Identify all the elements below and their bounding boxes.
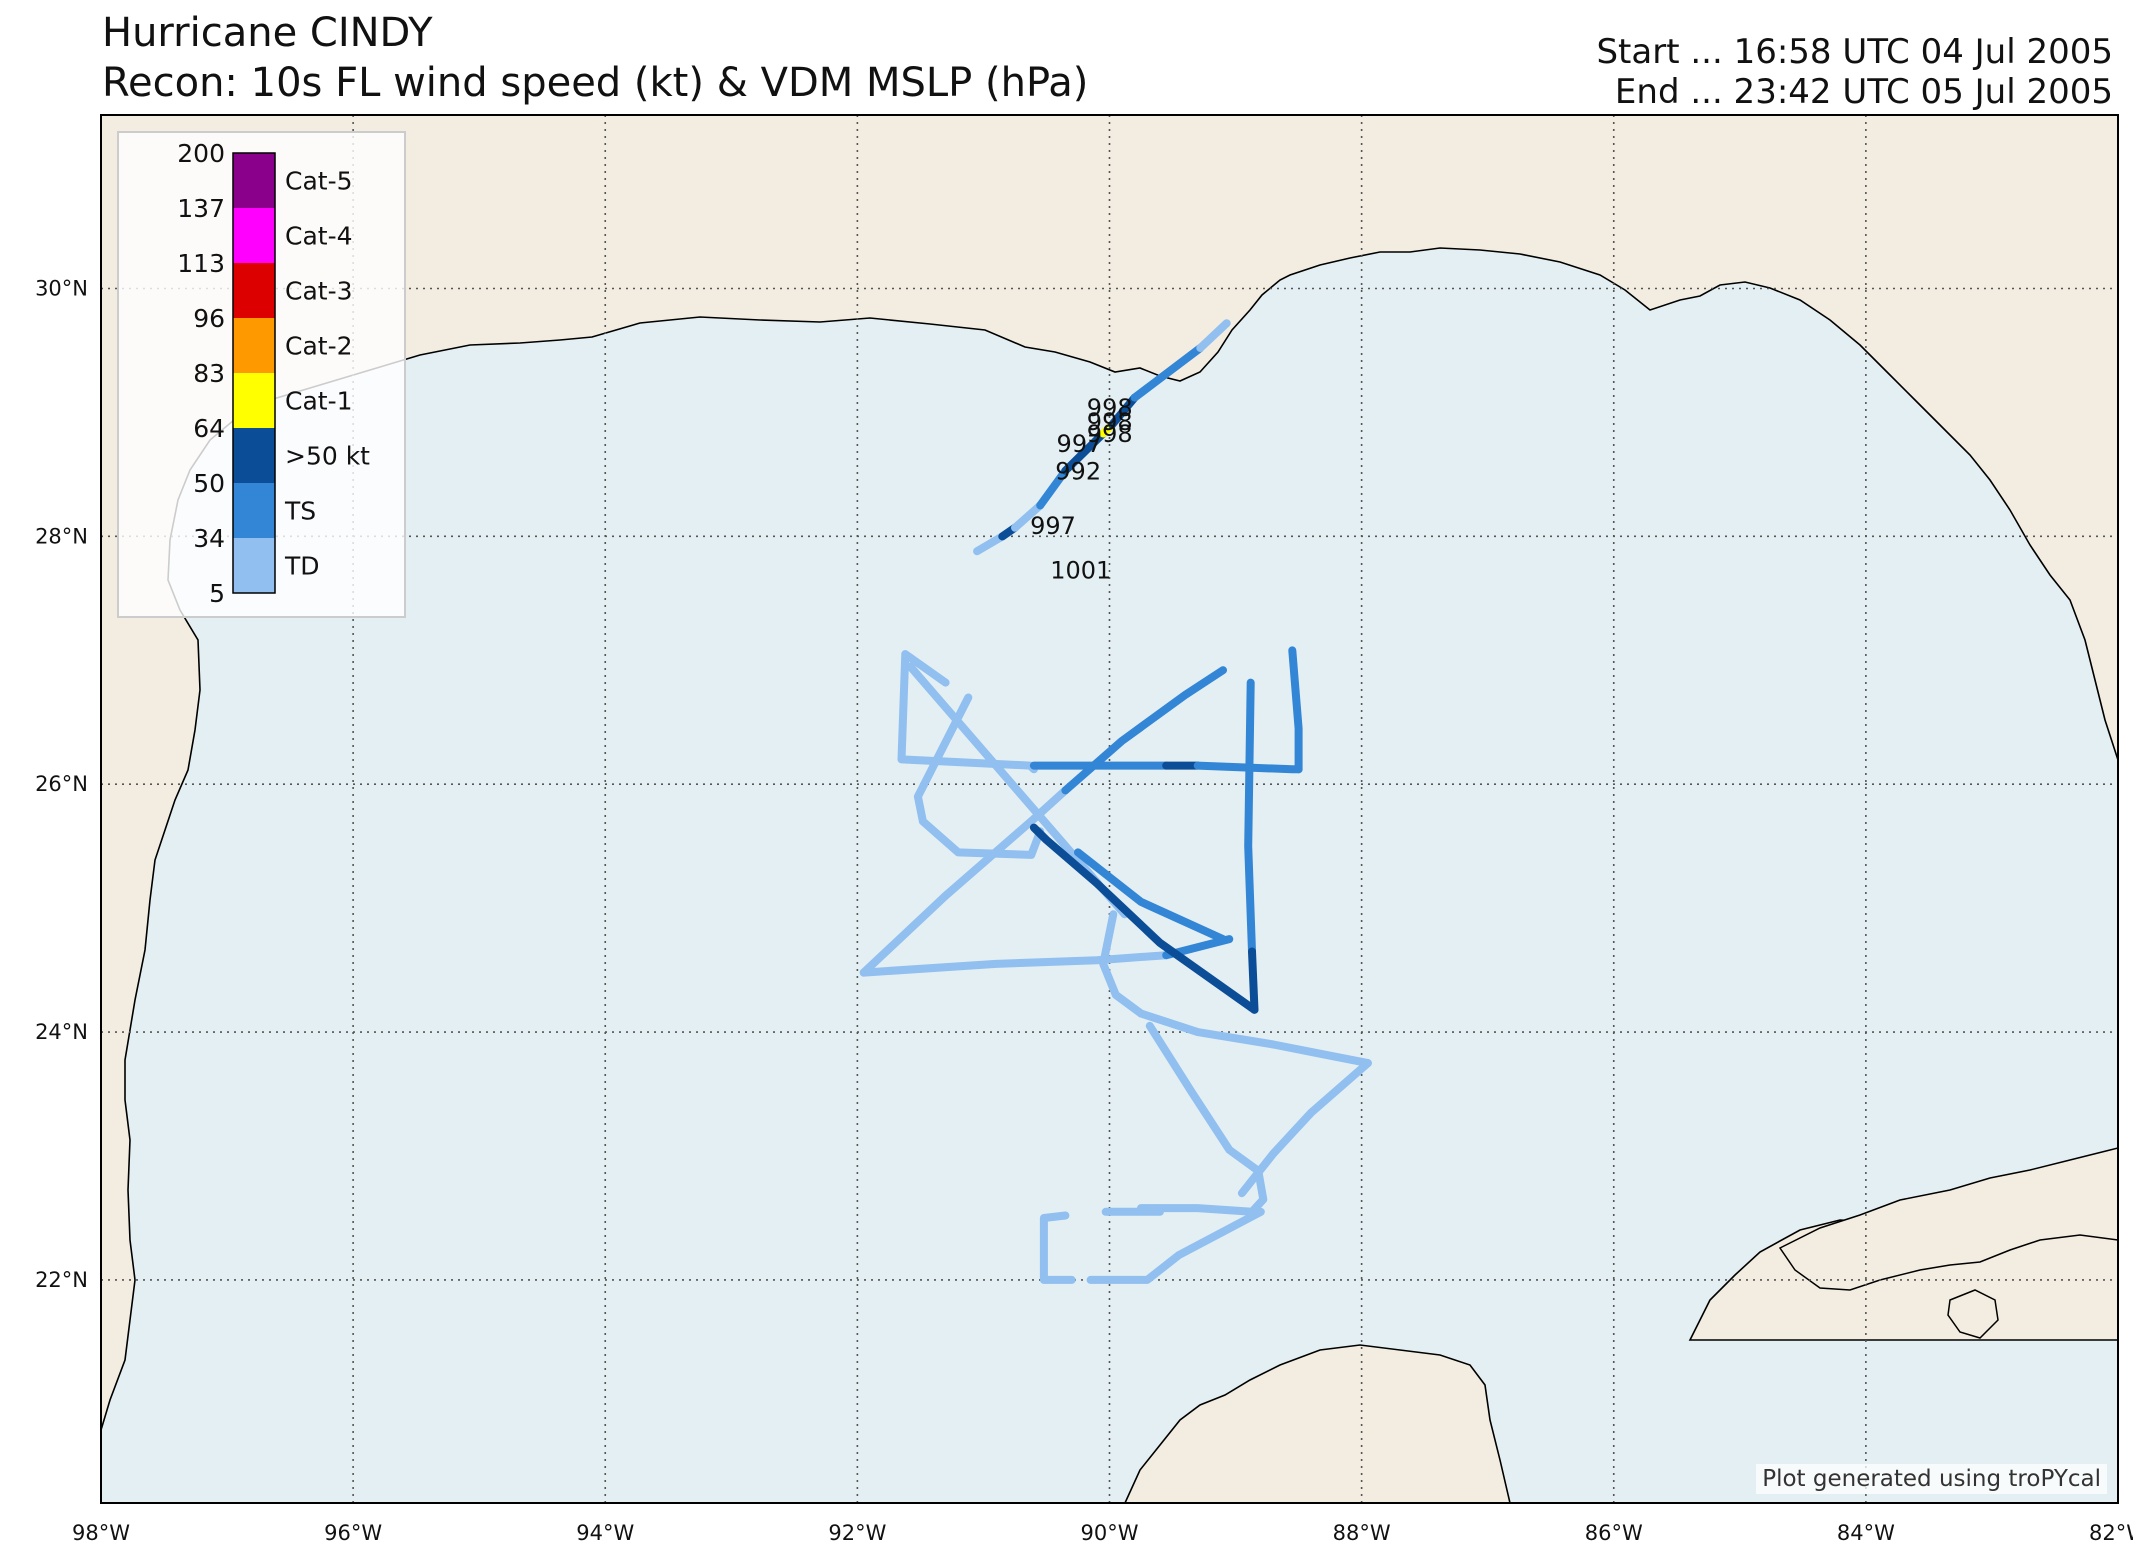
legend-bound-label: 34: [193, 524, 225, 553]
track-segment: [1137, 1021, 1268, 1216]
legend-bound-label: 113: [177, 249, 225, 278]
lat-tick-label: 22°N: [35, 1268, 88, 1292]
lat-tick-label: 28°N: [35, 524, 88, 548]
mslp-label: 1001: [1050, 556, 1111, 584]
legend-category-label: Cat-3: [285, 277, 353, 306]
lat-tick-label: 30°N: [35, 277, 88, 301]
track-segment: [859, 951, 1171, 977]
lon-tick-label: 92°W: [828, 1521, 886, 1545]
legend-category-label: Cat-4: [285, 222, 353, 251]
lon-tick-label: 82°W: [2089, 1521, 2133, 1545]
track-segment: [1086, 1207, 1265, 1284]
flight-track: [859, 319, 1372, 1284]
track-segment: [1130, 344, 1205, 402]
map-frame: [100, 114, 2119, 1504]
legend-bound-label: 96: [193, 304, 225, 333]
legend-swatch: [233, 538, 275, 593]
legend-swatch: [233, 428, 275, 483]
mslp-label: 998: [1087, 394, 1133, 422]
track-segment: [1288, 646, 1303, 774]
legend-category-label: Cat-5: [285, 167, 353, 196]
legend-swatch: [233, 483, 275, 538]
lat-tick-label: 24°N: [35, 1020, 88, 1044]
date-range: Start ... 16:58 UTC 04 Jul 2005 End ... …: [1596, 32, 2113, 112]
lon-tick-label: 84°W: [1837, 1521, 1895, 1545]
legend-swatch: [233, 208, 275, 263]
track-segment: [913, 693, 1045, 859]
track-segment: [1099, 910, 1145, 1018]
track-segment: [1011, 501, 1045, 532]
axis-ticks: 98°W 96°W 94°W 92°W 90°W 88°W 86°W 84°W 82°W 30°N…: [35, 277, 2133, 1546]
legend-bound-label: 200: [177, 139, 225, 168]
mslp-label: 997: [1057, 430, 1103, 458]
track-segment: [1036, 466, 1070, 510]
mslp-label: 997: [1030, 512, 1076, 540]
legend-swatch: [233, 263, 275, 318]
mslp-label: 998: [1087, 420, 1133, 448]
legend-category-label: Cat-1: [285, 387, 353, 416]
track-segment: [1029, 823, 1259, 1014]
legend-bound-label: 137: [177, 194, 225, 223]
lat-tick-label: 26°N: [35, 772, 88, 796]
track-segment: [1196, 319, 1231, 352]
credit-text: Plot generated using troPYcal: [1756, 1464, 2107, 1494]
mslp-label: 992: [1055, 457, 1101, 485]
legend-category-label: TS: [284, 497, 316, 526]
track-segment: [1039, 1211, 1076, 1284]
mslp-label: 998: [1087, 408, 1133, 436]
track-segment: [1248, 947, 1259, 1014]
track-segment: [1029, 786, 1070, 823]
legend-swatch: [233, 373, 275, 428]
title-line-1: Hurricane CINDY: [102, 10, 433, 56]
track-segment: [859, 814, 1038, 977]
track-segment: [1137, 1009, 1372, 1068]
legend-category-label: TD: [284, 552, 320, 581]
legend-swatch: [233, 318, 275, 373]
lon-tick-label: 94°W: [576, 1521, 634, 1545]
isle-of-youth: [1947, 1289, 1999, 1339]
legend-category-label: >50 kt: [285, 442, 370, 471]
lon-tick-label: 96°W: [324, 1521, 382, 1545]
legend-bound-label: 50: [193, 469, 225, 498]
lon-tick-label: 90°W: [1081, 1521, 1139, 1545]
end-time: End ... 23:42 UTC 05 Jul 2005: [1614, 72, 2113, 112]
track-segment: [973, 532, 1007, 556]
track-segment: [1108, 393, 1139, 429]
track-segment: [1244, 678, 1256, 956]
legend-swatch: [233, 153, 275, 208]
cuba: [1778, 1147, 2118, 1291]
legend-colorbar-frame: [232, 152, 276, 594]
lon-tick-label: 88°W: [1333, 1521, 1391, 1545]
legend: Cat-5 Cat-4 Cat-3 Cat-2 Cat-1 >50 kt TS TD 200 13…: [117, 131, 406, 618]
legend-bound-label: 64: [193, 414, 225, 443]
lon-tick-label: 98°W: [72, 1521, 130, 1545]
legend-bound-label: 5: [209, 579, 225, 608]
title-line-2: Recon: 10s FL wind speed (kt) & VDM MSLP…: [102, 60, 1089, 106]
gridlines: [101, 115, 2118, 1503]
track-segment: [1074, 848, 1227, 944]
legend-category-label: Cat-2: [285, 332, 353, 361]
legend-bound-label: 83: [193, 359, 225, 388]
start-time: Start ... 16:58 UTC 04 Jul 2005: [1596, 32, 2113, 72]
legend-colorbar: Cat-5 Cat-4 Cat-3 Cat-2 Cat-1 >50 kt TS TD 200 13…: [177, 139, 370, 608]
lon-tick-label: 86°W: [1585, 1521, 1643, 1545]
track-segment: [1061, 429, 1108, 475]
